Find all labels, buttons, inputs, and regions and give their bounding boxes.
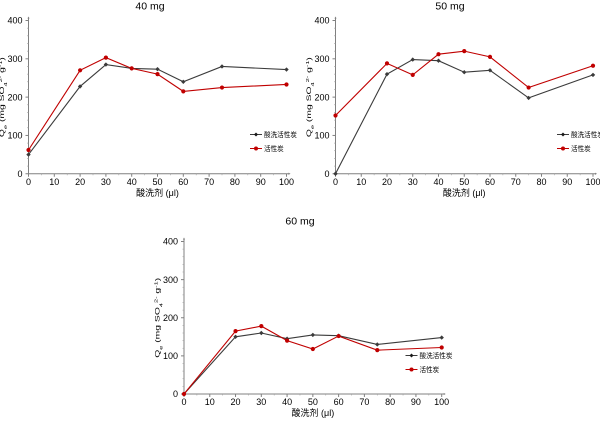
svg-text:300: 300 <box>163 275 178 285</box>
svg-text:酸洗活性炭: 酸洗活性炭 <box>571 130 600 139</box>
svg-text:20: 20 <box>75 177 85 187</box>
svg-text:70: 70 <box>204 177 214 187</box>
svg-text:100: 100 <box>163 351 178 361</box>
svg-text:0: 0 <box>181 397 186 407</box>
svg-text:90: 90 <box>562 177 572 187</box>
svg-text:酸洗活性炭: 酸洗活性炭 <box>420 351 453 360</box>
svg-text:0: 0 <box>333 177 338 187</box>
svg-text:活性炭: 活性炭 <box>571 144 591 153</box>
svg-text:70: 70 <box>511 177 521 187</box>
svg-text:40 mg: 40 mg <box>135 1 164 13</box>
svg-text:30: 30 <box>101 177 111 187</box>
svg-text:50: 50 <box>459 177 469 187</box>
svg-text:活性炭: 活性炭 <box>264 144 284 153</box>
svg-text:80: 80 <box>385 397 395 407</box>
svg-text:400: 400 <box>314 16 329 26</box>
svg-text:200: 200 <box>7 92 22 102</box>
svg-text:10: 10 <box>356 177 366 187</box>
svg-text:20: 20 <box>231 397 241 407</box>
svg-text:0: 0 <box>324 169 329 179</box>
svg-text:0: 0 <box>173 389 178 399</box>
svg-text:40: 40 <box>433 177 443 187</box>
svg-text:80: 80 <box>230 177 240 187</box>
svg-text:10: 10 <box>205 397 215 407</box>
svg-text:400: 400 <box>163 237 178 247</box>
svg-text:90: 90 <box>411 397 421 407</box>
svg-text:0: 0 <box>17 169 22 179</box>
svg-text:50 mg: 50 mg <box>435 1 464 13</box>
svg-text:10: 10 <box>49 177 59 187</box>
svg-text:60: 60 <box>178 177 188 187</box>
svg-text:活性炭: 活性炭 <box>420 365 440 374</box>
svg-text:100: 100 <box>279 177 294 187</box>
svg-text:30: 30 <box>408 177 418 187</box>
svg-text:60: 60 <box>334 397 344 407</box>
svg-text:50: 50 <box>308 397 318 407</box>
svg-text:70: 70 <box>359 397 369 407</box>
svg-text:100: 100 <box>314 131 329 141</box>
svg-text:Qe (mg SO42- g-1): Qe (mg SO42- g-1) <box>305 57 315 137</box>
svg-text:80: 80 <box>536 177 546 187</box>
svg-text:酸洗剂 (μl): 酸洗剂 (μl) <box>443 187 486 198</box>
svg-text:酸洗剂 (μl): 酸洗剂 (μl) <box>136 187 179 198</box>
svg-text:300: 300 <box>7 54 22 64</box>
svg-text:50: 50 <box>152 177 162 187</box>
svg-text:0: 0 <box>26 177 31 187</box>
svg-text:60: 60 <box>485 177 495 187</box>
svg-text:90: 90 <box>256 177 266 187</box>
svg-text:酸洗活性炭: 酸洗活性炭 <box>264 130 297 139</box>
svg-text:30: 30 <box>256 397 266 407</box>
svg-text:Qe (mg SO42- g-1): Qe (mg SO42- g-1) <box>153 278 163 358</box>
svg-text:200: 200 <box>314 92 329 102</box>
svg-text:100: 100 <box>434 397 449 407</box>
svg-text:60 mg: 60 mg <box>285 216 314 228</box>
svg-text:40: 40 <box>127 177 137 187</box>
svg-text:20: 20 <box>382 177 392 187</box>
svg-text:200: 200 <box>163 313 178 323</box>
svg-text:100: 100 <box>585 177 600 187</box>
svg-text:酸洗剂 (μl): 酸洗剂 (μl) <box>292 407 335 418</box>
svg-text:300: 300 <box>314 54 329 64</box>
svg-text:100: 100 <box>7 131 22 141</box>
svg-text:40: 40 <box>282 397 292 407</box>
svg-text:400: 400 <box>7 16 22 26</box>
